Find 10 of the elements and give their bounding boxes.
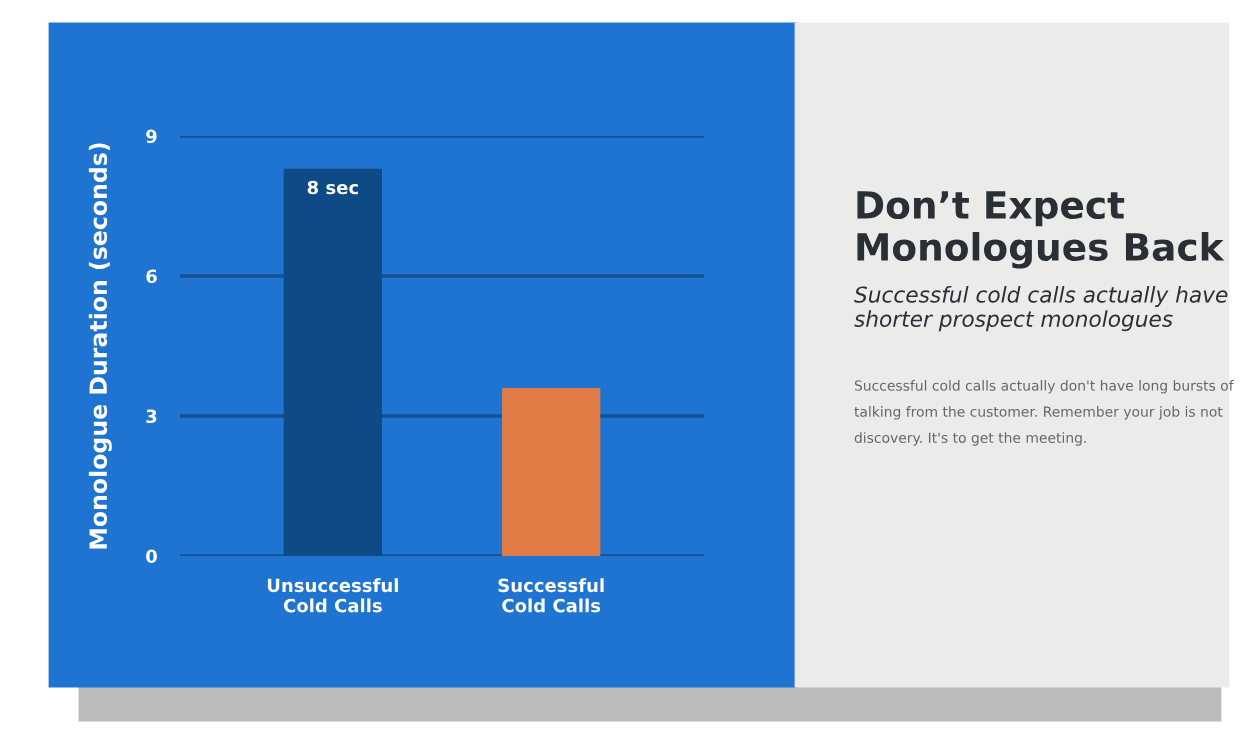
data-label: 8 sec [307, 180, 358, 195]
x-tick-label: Unsuccessful Cold Calls [267, 578, 398, 613]
y-tick-label: 0 [146, 549, 157, 564]
y-tick-label: 6 [146, 269, 157, 284]
y-tick-label: 3 [146, 409, 157, 424]
y-tick-label: 9 [146, 129, 157, 144]
x-tick-label: Successful Cold Calls [498, 578, 604, 613]
text: Successful cold calls actually have shorter prospect monologues [854, 286, 1228, 332]
y-axis-title: Monologue Duration (seconds) [88, 143, 112, 549]
text: Don’t Expect Monologues Back [857, 191, 1225, 269]
